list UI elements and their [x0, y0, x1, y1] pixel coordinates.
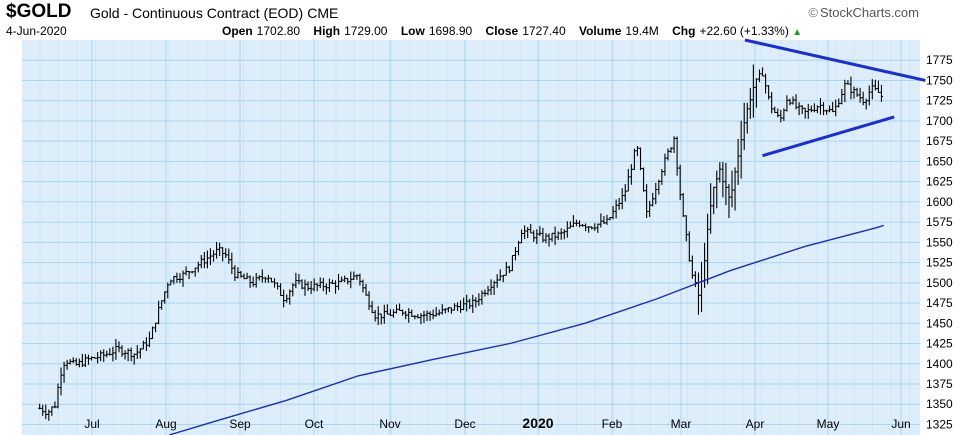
high-value: 1729.00: [344, 24, 388, 38]
trendline: [762, 115, 895, 158]
y-tick-label: 1775: [926, 53, 953, 67]
x-tick-label: Feb: [602, 417, 623, 431]
x-tick-label: May: [817, 417, 840, 431]
y-tick-label: 1575: [926, 215, 953, 229]
up-triangle-icon: ▲: [792, 27, 803, 38]
price-bars: [38, 64, 884, 421]
y-tick-label: 1425: [926, 337, 953, 351]
x-tick-label: Sep: [229, 417, 251, 431]
moving-average-line: [168, 224, 885, 435]
y-tick-label: 1500: [926, 276, 953, 290]
x-tick-label: 2020: [522, 415, 553, 431]
x-tick-label: Aug: [155, 417, 176, 431]
y-tick-label: 1325: [926, 417, 953, 431]
trendlines: [744, 38, 926, 158]
x-tick-label: Nov: [379, 417, 400, 431]
trendline: [744, 38, 926, 82]
ticker-symbol: $GOLD: [6, 1, 72, 22]
volume-label: Volume: [578, 24, 622, 38]
x-tick-label: Oct: [305, 417, 324, 431]
instrument-title: Gold - Continuous Contract (EOD): [90, 5, 304, 21]
y-tick-label: 1650: [926, 154, 953, 168]
high-label: High: [313, 24, 341, 38]
x-tick-label: Jul: [84, 417, 99, 431]
y-tick-label: 1550: [926, 235, 953, 249]
plot-background: [22, 40, 920, 435]
y-tick-label: 1450: [926, 316, 953, 330]
y-tick-label: 1725: [926, 94, 953, 108]
change-value: +22.60 (+1.33%): [699, 24, 789, 38]
x-tick-label: Apr: [746, 417, 765, 431]
grid-lines: [22, 40, 920, 435]
y-tick-label: 1400: [926, 357, 953, 371]
brand-logo[interactable]: © StockCharts.com: [808, 5, 919, 20]
y-axis: 1325 1350 1375 1400 1425 1450 1475 1500 1525 1550…: [926, 53, 953, 431]
open-value: 1702.80: [256, 24, 301, 38]
x-axis: Jul Aug Sep Oct Nov Dec 2020 Feb Mar Apr May Jun: [84, 415, 910, 431]
chart-header: $GOLD Gold - Continuous Contract (EOD) CM…: [0, 0, 979, 40]
y-tick-label: 1625: [926, 175, 953, 189]
low-value: 1698.90: [428, 24, 473, 38]
x-tick-label: Jun: [891, 417, 910, 431]
copyright-icon: ©: [808, 5, 819, 20]
volume-value: 19.4M: [625, 24, 659, 38]
y-tick-label: 1475: [926, 296, 953, 310]
close-value: 1727.40: [522, 24, 566, 38]
y-tick-label: 1375: [926, 377, 953, 391]
change-label: Chg: [672, 24, 696, 38]
y-tick-label: 1675: [926, 134, 953, 148]
x-tick-label: Dec: [454, 417, 475, 431]
close-label: Close: [485, 24, 519, 38]
quote-bar: Open 1702.80 High 1729.00 Low 1698.90 Close…: [222, 24, 802, 38]
moving-average: [168, 224, 885, 435]
y-tick-label: 1600: [926, 195, 953, 209]
brand-name: StockCharts.com: [820, 5, 919, 20]
instrument-name: Gold - Continuous Contract (EOD) CME: [90, 5, 338, 21]
exchange-label: CME: [307, 5, 339, 21]
y-tick-label: 1700: [926, 114, 953, 128]
open-label: Open: [222, 24, 253, 38]
x-tick-label: Mar: [671, 417, 692, 431]
quote-date: 4-Jun-2020: [6, 24, 67, 38]
y-tick-label: 1350: [926, 397, 953, 411]
low-label: Low: [400, 24, 425, 38]
y-tick-label: 1750: [926, 73, 953, 87]
y-tick-label: 1525: [926, 256, 953, 270]
